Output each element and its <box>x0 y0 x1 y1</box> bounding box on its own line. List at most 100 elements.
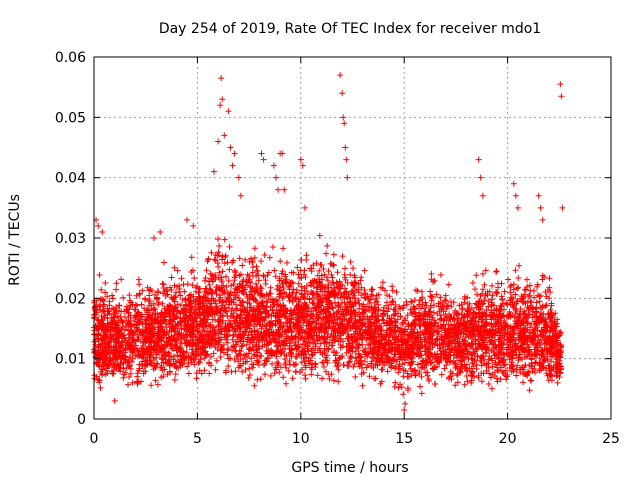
data-point <box>196 294 203 301</box>
data-point <box>126 373 133 380</box>
data-point <box>349 348 356 355</box>
data-point <box>405 350 412 357</box>
data-point <box>138 361 145 368</box>
data-point <box>95 343 102 350</box>
data-point <box>536 339 543 346</box>
data-point <box>292 334 299 341</box>
data-point <box>148 344 155 351</box>
data-point <box>147 339 154 346</box>
data-point <box>276 275 283 282</box>
data-point <box>408 334 415 341</box>
data-point <box>352 300 359 307</box>
data-point <box>316 276 323 283</box>
data-point <box>351 313 358 320</box>
data-point <box>295 329 302 336</box>
data-point <box>168 353 175 360</box>
data-point <box>261 308 268 315</box>
data-point <box>100 356 107 363</box>
data-point <box>310 295 317 302</box>
data-point <box>306 295 313 302</box>
data-point <box>217 336 224 343</box>
data-point <box>501 288 508 295</box>
data-point <box>372 314 379 321</box>
data-point <box>515 274 522 281</box>
data-point <box>375 352 382 359</box>
data-point <box>224 333 231 340</box>
data-point <box>128 299 135 306</box>
data-point <box>331 335 338 342</box>
data-point <box>342 276 349 283</box>
data-point <box>312 305 319 312</box>
data-point <box>255 314 262 321</box>
data-point <box>416 323 423 330</box>
data-point <box>255 277 262 284</box>
data-point <box>145 322 152 329</box>
data-point <box>376 345 383 352</box>
data-point <box>233 353 240 360</box>
data-point <box>361 348 368 355</box>
data-point <box>336 355 343 362</box>
data-point <box>320 266 327 273</box>
data-point <box>91 305 98 312</box>
data-point <box>254 268 261 275</box>
data-point <box>100 303 107 310</box>
data-point <box>133 292 140 299</box>
data-point <box>302 372 309 379</box>
data-point <box>211 256 218 263</box>
data-point <box>354 336 361 343</box>
data-point <box>95 336 102 343</box>
data-point <box>451 330 458 337</box>
data-point <box>507 338 514 345</box>
data-point <box>483 367 490 374</box>
data-point <box>478 343 485 350</box>
data-point <box>441 365 448 372</box>
data-point <box>342 265 349 272</box>
data-point <box>155 314 162 321</box>
data-point <box>345 318 352 325</box>
data-point <box>280 284 287 291</box>
data-point <box>149 312 156 319</box>
data-point <box>239 368 246 375</box>
data-point <box>517 306 524 313</box>
data-point <box>189 326 196 333</box>
data-point <box>261 317 268 324</box>
data-point <box>437 312 444 319</box>
data-point <box>337 281 344 288</box>
data-point <box>125 334 132 341</box>
data-point <box>274 313 281 320</box>
data-point <box>196 359 203 366</box>
data-point <box>499 296 506 303</box>
data-point <box>461 293 468 300</box>
data-point <box>475 372 482 379</box>
data-point <box>221 304 228 311</box>
data-point <box>328 289 335 296</box>
data-point <box>125 339 132 346</box>
data-point <box>400 391 407 398</box>
data-point <box>277 348 284 355</box>
data-point <box>223 336 230 343</box>
data-point <box>308 323 315 330</box>
data-point <box>304 331 311 338</box>
data-point <box>245 374 252 381</box>
data-point <box>344 295 351 302</box>
data-point <box>287 294 294 301</box>
data-point <box>119 319 126 326</box>
data-point <box>292 368 299 375</box>
data-point <box>187 337 194 344</box>
data-point <box>223 283 230 290</box>
data-point <box>108 344 115 351</box>
data-point <box>185 359 192 366</box>
data-point <box>393 356 400 363</box>
data-point <box>452 331 459 338</box>
data-point <box>416 352 423 359</box>
data-point <box>495 348 502 355</box>
data-point <box>442 326 449 333</box>
data-point <box>173 364 180 371</box>
data-point <box>428 270 435 277</box>
data-point <box>300 354 307 361</box>
data-point <box>139 363 146 370</box>
data-point <box>123 323 130 330</box>
data-point <box>532 369 539 376</box>
data-point <box>173 322 180 329</box>
data-point <box>350 363 357 370</box>
